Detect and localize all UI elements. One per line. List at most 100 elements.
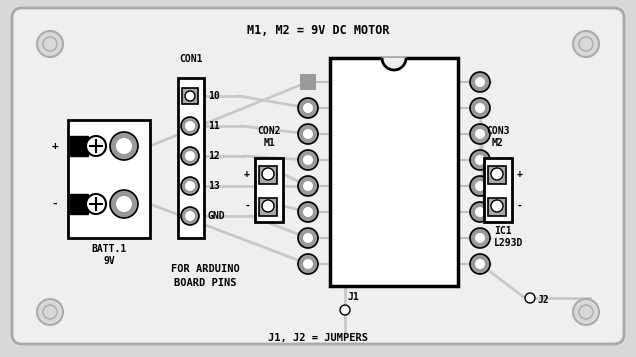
Circle shape bbox=[303, 233, 313, 243]
Circle shape bbox=[475, 233, 485, 243]
Circle shape bbox=[525, 293, 535, 303]
FancyBboxPatch shape bbox=[12, 8, 624, 344]
Text: CON2: CON2 bbox=[257, 126, 280, 136]
Circle shape bbox=[185, 151, 195, 161]
Circle shape bbox=[110, 132, 138, 160]
Text: -: - bbox=[517, 201, 523, 211]
Text: -: - bbox=[52, 199, 58, 209]
Bar bbox=[488, 166, 506, 184]
Text: 10: 10 bbox=[208, 91, 220, 101]
Text: M1, M2 = 9V DC MOTOR: M1, M2 = 9V DC MOTOR bbox=[247, 24, 389, 37]
Circle shape bbox=[491, 168, 503, 180]
Circle shape bbox=[475, 155, 485, 165]
Circle shape bbox=[185, 181, 195, 191]
Bar bbox=[255, 158, 283, 222]
Circle shape bbox=[527, 295, 533, 301]
Circle shape bbox=[579, 37, 593, 51]
Circle shape bbox=[37, 31, 63, 57]
Circle shape bbox=[340, 305, 350, 315]
Circle shape bbox=[475, 181, 485, 191]
Circle shape bbox=[475, 259, 485, 269]
Bar bbox=[484, 158, 512, 222]
Text: L293D: L293D bbox=[494, 238, 523, 248]
Text: +: + bbox=[52, 141, 58, 151]
Circle shape bbox=[298, 228, 318, 248]
Circle shape bbox=[303, 259, 313, 269]
Bar bbox=[182, 88, 198, 104]
Circle shape bbox=[262, 168, 274, 180]
Circle shape bbox=[470, 228, 490, 248]
Circle shape bbox=[181, 147, 199, 165]
Circle shape bbox=[475, 207, 485, 217]
Bar bbox=[70, 194, 88, 214]
Text: M2: M2 bbox=[492, 138, 504, 148]
Text: J1: J1 bbox=[347, 292, 359, 302]
Circle shape bbox=[470, 202, 490, 222]
Text: -: - bbox=[244, 201, 250, 211]
Text: J2: J2 bbox=[538, 295, 550, 305]
Text: IC1: IC1 bbox=[494, 226, 511, 236]
Bar bbox=[178, 78, 204, 238]
Bar bbox=[300, 74, 316, 90]
Circle shape bbox=[303, 129, 313, 139]
Circle shape bbox=[303, 181, 313, 191]
Circle shape bbox=[298, 124, 318, 144]
Text: BATT.1: BATT.1 bbox=[92, 244, 127, 254]
Text: +: + bbox=[244, 169, 250, 179]
Circle shape bbox=[116, 196, 132, 212]
Circle shape bbox=[573, 299, 599, 325]
Bar bbox=[70, 136, 88, 156]
Circle shape bbox=[298, 150, 318, 170]
Bar bbox=[68, 120, 150, 238]
Circle shape bbox=[475, 77, 485, 87]
Circle shape bbox=[470, 176, 490, 196]
Circle shape bbox=[37, 299, 63, 325]
Circle shape bbox=[303, 103, 313, 113]
Circle shape bbox=[262, 200, 274, 212]
Circle shape bbox=[579, 305, 593, 319]
Circle shape bbox=[298, 98, 318, 118]
Circle shape bbox=[470, 72, 490, 92]
Text: 12: 12 bbox=[208, 151, 220, 161]
Circle shape bbox=[475, 129, 485, 139]
Bar bbox=[259, 166, 277, 184]
Circle shape bbox=[470, 254, 490, 274]
Text: 11: 11 bbox=[208, 121, 220, 131]
Text: 13: 13 bbox=[208, 181, 220, 191]
Circle shape bbox=[470, 150, 490, 170]
Text: GND: GND bbox=[208, 211, 226, 221]
Bar bbox=[259, 198, 277, 216]
Circle shape bbox=[303, 207, 313, 217]
Circle shape bbox=[491, 200, 503, 212]
Circle shape bbox=[116, 138, 132, 154]
Circle shape bbox=[470, 98, 490, 118]
Circle shape bbox=[181, 117, 199, 135]
Text: CON3: CON3 bbox=[487, 126, 509, 136]
Circle shape bbox=[43, 305, 57, 319]
Text: FOR ARDUINO: FOR ARDUINO bbox=[170, 264, 239, 274]
Circle shape bbox=[181, 207, 199, 225]
Circle shape bbox=[181, 177, 199, 195]
Circle shape bbox=[298, 176, 318, 196]
Text: J1, J2 = JUMPERS: J1, J2 = JUMPERS bbox=[268, 333, 368, 343]
Circle shape bbox=[110, 190, 138, 218]
Circle shape bbox=[185, 91, 195, 101]
Circle shape bbox=[86, 194, 106, 214]
Wedge shape bbox=[382, 58, 406, 70]
Bar bbox=[488, 198, 506, 216]
Circle shape bbox=[475, 103, 485, 113]
Text: 9V: 9V bbox=[103, 256, 115, 266]
Circle shape bbox=[86, 136, 106, 156]
Text: M1: M1 bbox=[263, 138, 275, 148]
Circle shape bbox=[185, 211, 195, 221]
Circle shape bbox=[342, 307, 348, 313]
Circle shape bbox=[298, 254, 318, 274]
Text: BOARD PINS: BOARD PINS bbox=[174, 278, 236, 288]
Text: CON1: CON1 bbox=[179, 54, 203, 64]
Circle shape bbox=[298, 202, 318, 222]
Circle shape bbox=[470, 124, 490, 144]
Circle shape bbox=[185, 121, 195, 131]
Bar bbox=[330, 58, 458, 286]
Circle shape bbox=[43, 37, 57, 51]
Circle shape bbox=[303, 155, 313, 165]
